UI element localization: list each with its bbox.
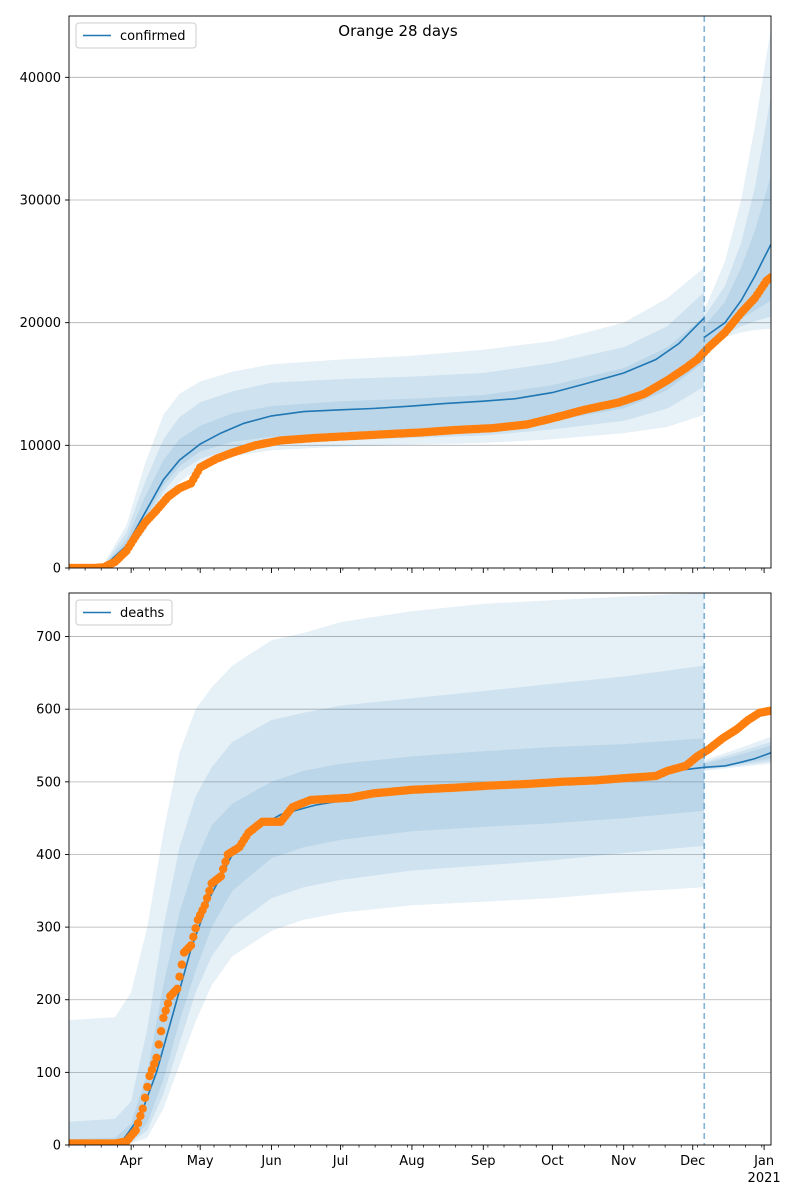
x-tick-label: Dec — [680, 1154, 705, 1169]
figure-title: Orange 28 days — [338, 22, 458, 40]
legend-label: confirmed — [120, 29, 186, 44]
observed-point — [191, 924, 200, 933]
observed-point — [200, 901, 209, 910]
observed-point — [202, 893, 212, 903]
observed-point — [138, 1104, 147, 1113]
observed-point — [154, 1040, 163, 1049]
uncertainty-band — [69, 267, 705, 568]
observed-point — [177, 960, 186, 969]
axes-frame — [68, 15, 772, 569]
y-tick-label: 0 — [53, 1139, 61, 1154]
observed-point — [219, 864, 228, 874]
observed-point — [163, 999, 173, 1008]
observed-point — [161, 1006, 170, 1015]
x-tick-label: Sep — [471, 1154, 496, 1169]
y-tick-label: 300 — [36, 921, 61, 936]
y-tick-label: 20000 — [20, 316, 61, 331]
uncertainty-band — [69, 316, 705, 568]
x-tick-label: Nov — [611, 1154, 637, 1169]
y-tick-label: 500 — [36, 775, 61, 790]
x-tick-label: Oct — [541, 1154, 563, 1169]
uncertainty-band — [69, 738, 705, 1145]
uncertainty-band — [704, 745, 771, 769]
legend-label: deaths — [120, 606, 165, 621]
observed-point — [216, 872, 226, 881]
uncertainty-band — [69, 292, 705, 568]
observed-point — [186, 941, 196, 950]
y-tick-label: 0 — [53, 562, 61, 577]
uncertainty-band — [704, 95, 771, 348]
observed-point — [205, 886, 214, 895]
y-tick-label: 10000 — [20, 439, 61, 454]
observed-point — [766, 273, 771, 282]
observed-point — [159, 1013, 168, 1023]
observed-point — [131, 1126, 140, 1135]
model-line — [703, 243, 771, 339]
y-tick-label: 600 — [36, 703, 61, 718]
uncertainty-band — [704, 28, 771, 354]
observed-point — [156, 1027, 166, 1036]
x-year-label: 2021 — [748, 1171, 781, 1186]
observed-point — [189, 932, 198, 941]
legend-box — [75, 22, 197, 49]
x-tick-label: Jun — [260, 1154, 281, 1169]
model-line — [69, 317, 705, 568]
y-tick-label: 700 — [36, 630, 61, 645]
observed-point — [173, 984, 182, 993]
legend: confirmed — [75, 22, 197, 49]
observed-point — [152, 1053, 161, 1063]
legend-box — [75, 599, 173, 626]
x-tick-label: Jan — [753, 1154, 774, 1169]
observed-point — [133, 1119, 143, 1128]
observed-point — [140, 1093, 150, 1103]
observed-point — [136, 1111, 145, 1121]
x-tick-label: Jul — [332, 1154, 349, 1169]
x-tick-label: May — [187, 1154, 214, 1169]
observed-point — [143, 1082, 152, 1092]
y-tick-label: 30000 — [20, 194, 61, 209]
observed-point — [766, 706, 771, 715]
uncertainty-band — [69, 593, 705, 1145]
y-tick-label: 400 — [36, 848, 61, 863]
observed-point — [221, 857, 230, 866]
y-tick-label: 40000 — [20, 71, 61, 86]
uncertainty-band — [704, 736, 771, 771]
x-tick-label: Aug — [399, 1154, 424, 1169]
observed-point — [175, 972, 184, 981]
y-tick-label: 100 — [36, 1066, 61, 1081]
uncertainty-band — [704, 741, 771, 770]
plot-area — [69, 28, 771, 568]
x-tick-label: Apr — [120, 1154, 143, 1169]
axes-frame — [68, 592, 772, 1146]
plot-area — [69, 593, 771, 1145]
deaths-panel: 0 100 200 300 400 500 600 700 Apr May Jun Jul Aug Sep… — [36, 592, 781, 1186]
legend: deaths — [75, 599, 173, 626]
confirmed-panel: 0 10000 20000 30000 40000 confirmed — [20, 15, 772, 577]
y-tick-label: 200 — [36, 993, 61, 1008]
